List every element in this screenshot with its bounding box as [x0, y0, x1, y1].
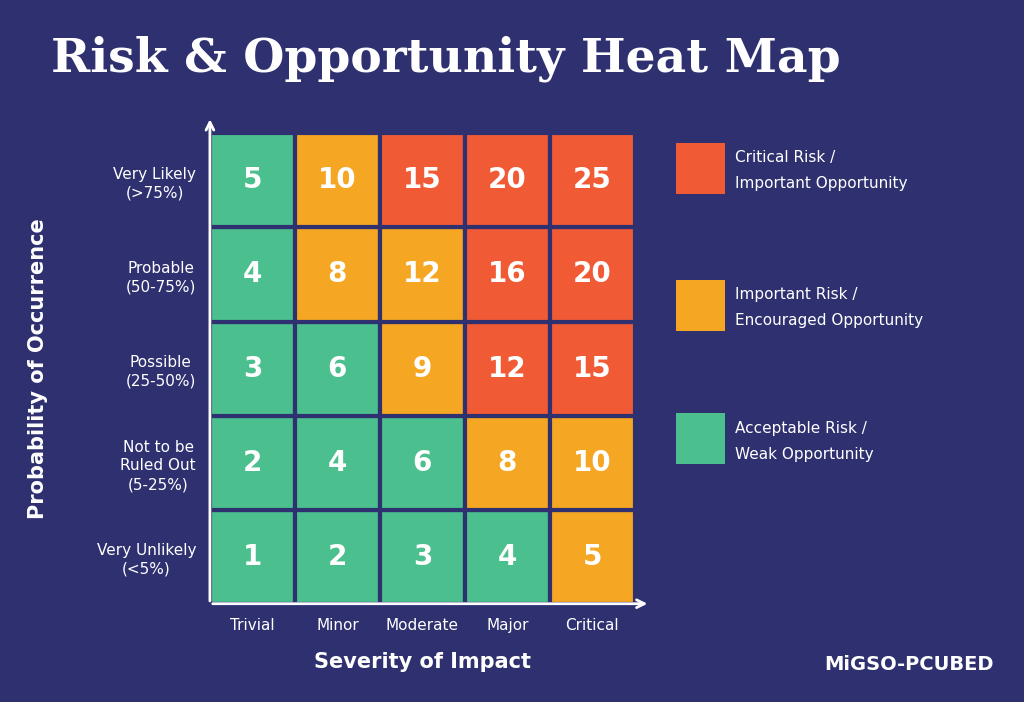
Text: 20: 20 [488, 166, 526, 194]
Text: 12: 12 [403, 260, 441, 289]
Bar [295, 133, 380, 227]
Bar [465, 133, 550, 227]
Text: 4: 4 [498, 543, 517, 571]
Text: 15: 15 [403, 166, 441, 194]
Text: 20: 20 [573, 260, 611, 289]
Text: 2: 2 [328, 543, 347, 571]
Text: Critical Risk /: Critical Risk / [735, 150, 836, 166]
X-axis label: Severity of Impact: Severity of Impact [314, 652, 530, 672]
Text: Important Opportunity: Important Opportunity [735, 176, 907, 192]
Text: 2: 2 [243, 449, 262, 477]
Text: 4: 4 [243, 260, 262, 289]
Bar [295, 510, 380, 604]
Text: 16: 16 [488, 260, 526, 289]
Text: 9: 9 [413, 355, 432, 383]
Text: 25: 25 [573, 166, 611, 194]
Text: MiGSO-PCUBED: MiGSO-PCUBED [823, 655, 993, 674]
Bar [380, 133, 465, 227]
Bar [295, 322, 380, 416]
Bar [465, 322, 550, 416]
Bar [550, 416, 635, 510]
Text: 10: 10 [573, 449, 611, 477]
Text: Weak Opportunity: Weak Opportunity [735, 446, 873, 462]
Bar [550, 510, 635, 604]
Text: 6: 6 [328, 355, 347, 383]
Text: 15: 15 [573, 355, 611, 383]
Bar [295, 416, 380, 510]
Bar [380, 227, 465, 322]
Bar [550, 227, 635, 322]
Bar [465, 510, 550, 604]
Bar [210, 416, 295, 510]
Bar [295, 227, 380, 322]
Text: 8: 8 [328, 260, 347, 289]
Text: 3: 3 [413, 543, 432, 571]
Bar [550, 133, 635, 227]
Bar [210, 510, 295, 604]
Text: Important Risk /: Important Risk / [735, 287, 858, 303]
Bar [380, 510, 465, 604]
Bar [465, 227, 550, 322]
Text: 6: 6 [413, 449, 432, 477]
Text: 1: 1 [243, 543, 262, 571]
Y-axis label: Probability of Occurrence: Probability of Occurrence [28, 218, 48, 519]
Bar [380, 322, 465, 416]
Bar [550, 322, 635, 416]
Bar [210, 322, 295, 416]
Text: 12: 12 [488, 355, 526, 383]
Text: 10: 10 [318, 166, 356, 194]
Bar [465, 416, 550, 510]
Text: Acceptable Risk /: Acceptable Risk / [735, 420, 867, 436]
Text: 3: 3 [243, 355, 262, 383]
Bar [380, 416, 465, 510]
Bar [210, 133, 295, 227]
Text: 4: 4 [328, 449, 347, 477]
Text: 5: 5 [583, 543, 602, 571]
Text: 5: 5 [243, 166, 262, 194]
Text: Risk & Opportunity Heat Map: Risk & Opportunity Heat Map [51, 35, 841, 81]
Bar [210, 227, 295, 322]
Text: Encouraged Opportunity: Encouraged Opportunity [735, 313, 924, 329]
Text: 8: 8 [498, 449, 517, 477]
